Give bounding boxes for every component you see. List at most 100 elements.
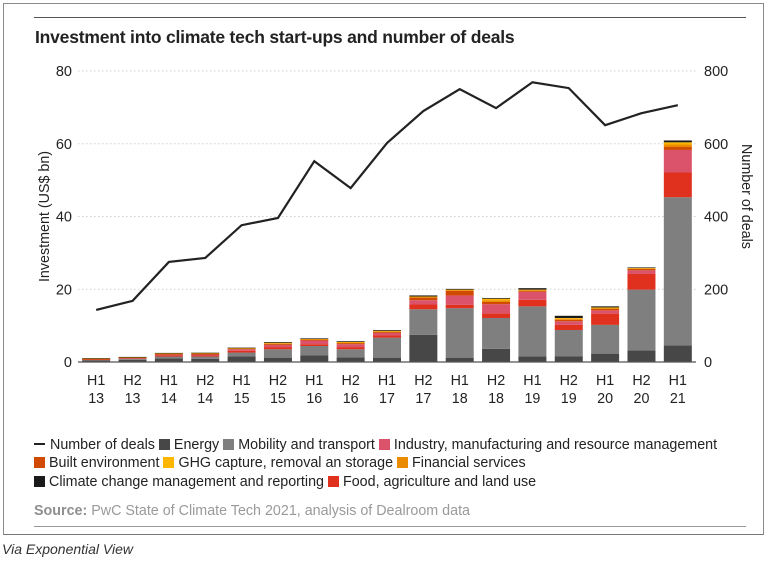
bar-segment-financial [191, 353, 220, 354]
bar-segment-mobility [300, 345, 329, 356]
x-tick-label-year: 18 [452, 391, 468, 407]
y-tick-label: 20 [56, 282, 72, 298]
bar-segment-climate [482, 297, 511, 299]
x-tick-label-year: 20 [634, 391, 650, 407]
bar-segment-financial [373, 331, 401, 332]
bar-segment-ghg [445, 289, 474, 291]
bar-segment-built [300, 339, 329, 341]
bar-segment-food [482, 313, 511, 318]
bar-segment-climate [663, 140, 692, 143]
legend-label: Mobility and transport [238, 437, 375, 453]
bar-segment-mobility [227, 352, 256, 357]
bar-segment-ghg [409, 296, 438, 298]
bar-segment-energy [445, 357, 474, 362]
x-tick-label-year: 14 [197, 391, 213, 407]
y-tick-label: 0 [64, 355, 72, 371]
bar-segment-built [627, 268, 656, 271]
bar-segment-energy [191, 358, 220, 362]
x-tick-label-half: H2 [269, 373, 287, 389]
x-tick-label-year: 17 [379, 391, 395, 407]
x-tick-label-year: 15 [270, 391, 286, 407]
bar-segment-food [191, 355, 220, 357]
x-tick-label-half: H1 [232, 373, 250, 389]
y2-tick-label: 600 [704, 137, 728, 153]
x-tick-label-year: 20 [597, 391, 613, 407]
x-tick-label-year: 16 [306, 391, 322, 407]
bar-segment-financial [445, 289, 474, 291]
bar-segment-energy [409, 334, 438, 362]
x-tick-label-year: 19 [524, 391, 540, 407]
x-tick-label-half: H1 [160, 373, 178, 389]
bar-segment-energy [627, 350, 656, 362]
bar-segment-built [82, 358, 111, 360]
bar-segment-mobility [118, 358, 147, 360]
bar-segment-industry [445, 295, 474, 305]
bar-segment-food [154, 355, 183, 357]
bar-segment-industry [336, 344, 365, 348]
x-tick-label-half: H2 [487, 373, 505, 389]
bar-segment-climate [518, 288, 547, 290]
bar-segment-ghg [154, 353, 183, 354]
x-tick-label-year: 13 [88, 391, 104, 407]
bar-segment-built [336, 343, 365, 345]
bar-segment-climate [409, 295, 438, 297]
bar-segment-ghg [373, 330, 401, 332]
y2-tick-label: 0 [704, 355, 712, 371]
y2-tick-label: 800 [704, 64, 728, 80]
x-tick-label-year: 18 [488, 391, 504, 407]
x-tick-label-year: 16 [343, 391, 359, 407]
bar-segment-ghg [663, 142, 692, 145]
legend-item-mobility: Mobility and transport [223, 436, 375, 454]
chart-legend: Number of deals Energy Mobility and transp… [34, 436, 721, 491]
legend-swatch-icon [163, 457, 175, 469]
x-tick-label-half: H2 [560, 373, 578, 389]
bar-segment-ghg [554, 317, 583, 319]
bar-segment-financial [554, 318, 583, 320]
legend-item-climate: Climate change management and reporting [34, 473, 324, 491]
legend-swatch-icon [328, 475, 339, 487]
line-series-deals [95, 81, 679, 312]
bar-segment-built [263, 343, 292, 345]
y2-tick-label: 400 [704, 210, 728, 226]
bar-segment-mobility [482, 317, 511, 349]
bar-segment-built [591, 308, 620, 311]
bar-segment-mobility [154, 356, 183, 359]
x-tick-label-year: 19 [561, 391, 577, 407]
x-tick-label-year: 15 [234, 391, 250, 407]
bar-segment-mobility [336, 349, 365, 358]
bar-segment-food [627, 273, 656, 290]
legend-item-financial: Financial services [397, 454, 526, 472]
bar-segment-industry [554, 321, 583, 325]
bar-segment-ghg [627, 267, 656, 269]
bar-segment-climate [118, 356, 147, 358]
bar-segment-energy [336, 357, 365, 362]
legend-row: Built environment GHG capture, removal an… [34, 454, 721, 472]
bar-segment-mobility [627, 289, 656, 351]
bar-segment-climate [227, 347, 256, 349]
bar-segment-industry [373, 332, 401, 336]
x-tick-label-half: H1 [378, 373, 396, 389]
legend-swatch-icon [158, 439, 170, 450]
legend-item-deals: Number of deals [34, 436, 155, 454]
bar-segment-ghg [591, 307, 620, 309]
bar-segment-food [373, 335, 401, 338]
bar-segment-financial [409, 296, 438, 298]
bar-segment-food [591, 313, 620, 325]
x-tick-label-half: H1 [305, 373, 323, 389]
bar-segment-climate [154, 352, 183, 354]
bar-segment-industry [300, 340, 329, 345]
bar-segment-energy [227, 356, 256, 362]
bar-segment-food [409, 304, 438, 310]
x-tick-label-half: H1 [669, 373, 687, 389]
bar-segment-mobility [82, 359, 111, 361]
bar-segment-energy [554, 356, 583, 362]
bar-segment-climate [554, 315, 583, 318]
bar-segment-energy [82, 360, 111, 362]
legend-row: Climate change management and reporting F… [34, 473, 721, 491]
y-tick-label: 80 [56, 64, 72, 80]
bar-segment-energy [373, 357, 401, 362]
bar-segment-industry [627, 270, 656, 274]
bar-segment-financial [627, 268, 656, 269]
bar-segment-ghg [336, 341, 365, 343]
bar-segment-industry [518, 291, 547, 300]
